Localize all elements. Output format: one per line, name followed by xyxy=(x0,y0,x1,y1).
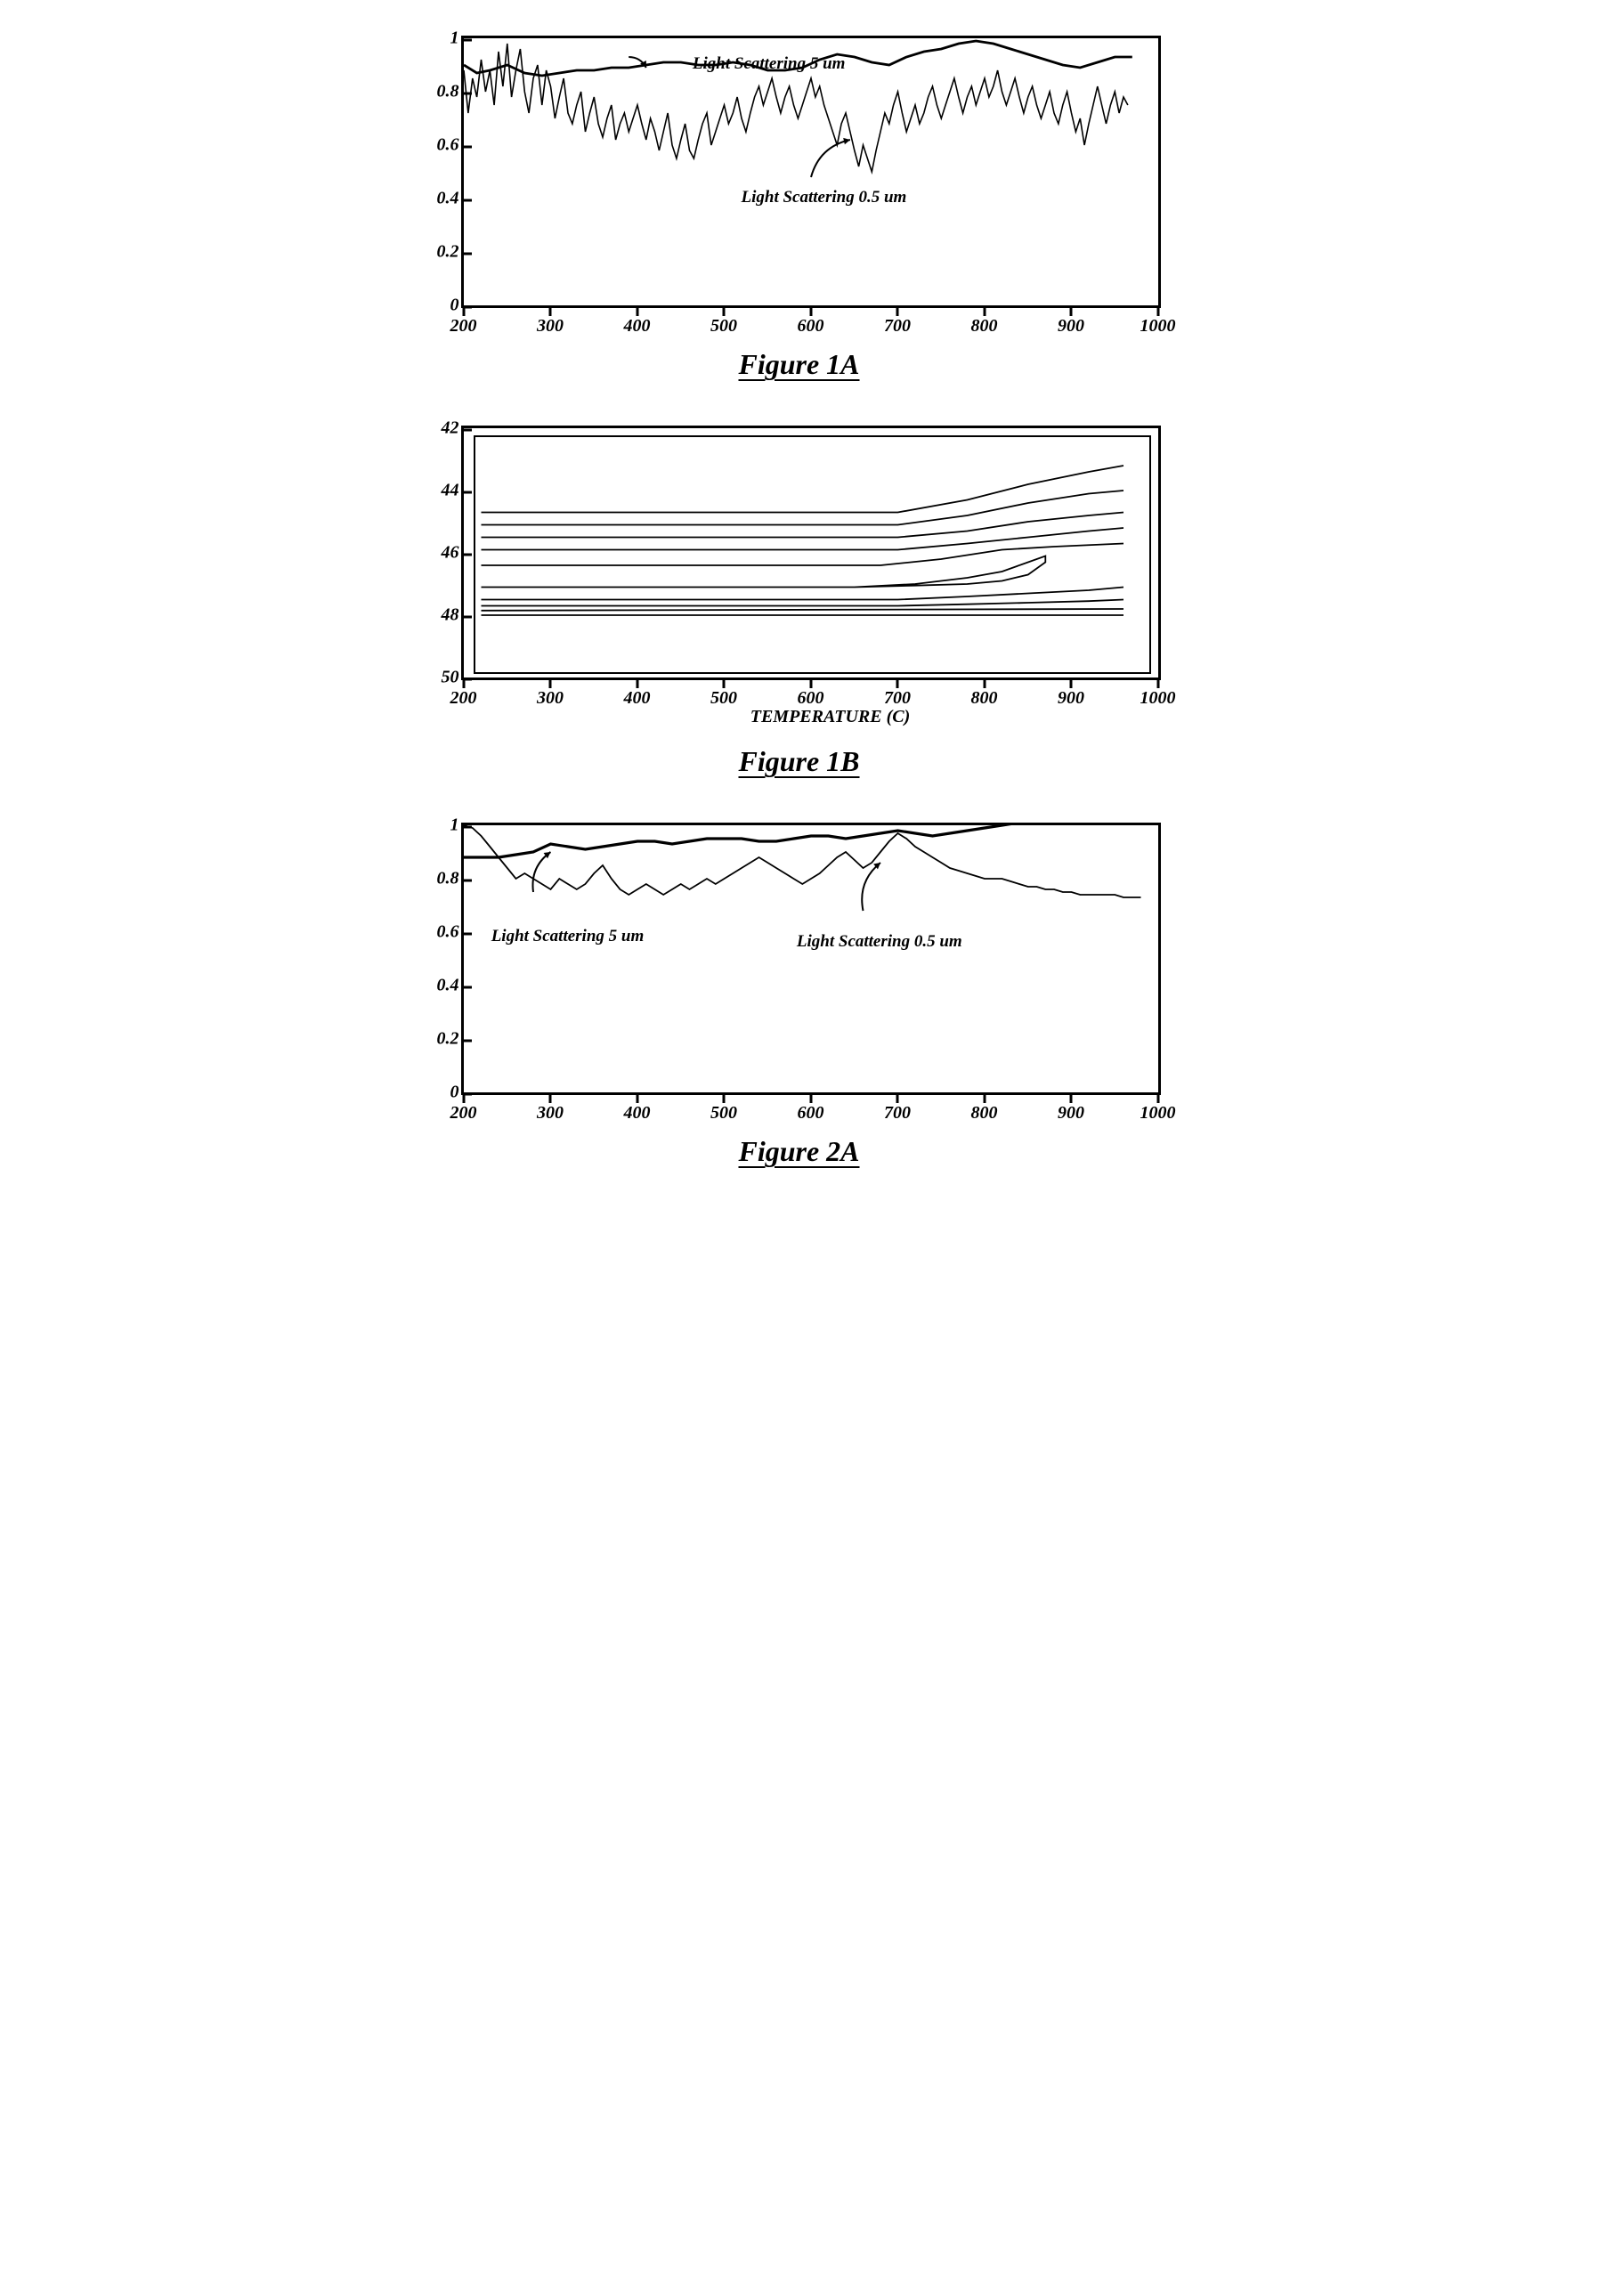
figure-1b-container: Two Thete (deg) 4244464850 2003004005006… xyxy=(399,426,1200,778)
xtick: 900 xyxy=(1058,688,1084,709)
ytick: 0.8 xyxy=(419,869,459,889)
xtick: 700 xyxy=(884,688,911,709)
fig1a-annotation-05um: Light Scattering 0.5 um xyxy=(742,188,907,207)
figure-1a-container: OPTICAL or RES. ( arb. units ) Light Sca… xyxy=(399,36,1200,381)
ytick: 0.6 xyxy=(419,135,459,156)
ytick: 0.4 xyxy=(419,189,459,209)
fig2a-plot-box: Light Scattering 5 um Light Scattering 0… xyxy=(461,823,1161,1095)
ytick: 48 xyxy=(419,605,459,626)
xtick: 300 xyxy=(537,688,564,709)
xtick: 400 xyxy=(624,316,651,337)
fig2a-annotation-05um: Light Scattering 0.5 um xyxy=(797,932,962,952)
ytick: 44 xyxy=(419,481,459,501)
contour-line xyxy=(481,556,1045,588)
xtick: 800 xyxy=(971,1103,998,1124)
fig1b-plot-box: 4244464850 2003004005006007008009001000 xyxy=(461,426,1161,680)
fig1b-title: Figure 1B xyxy=(399,745,1200,778)
xtick: 500 xyxy=(710,1103,737,1124)
fig2a-title: Figure 2A xyxy=(399,1135,1200,1168)
xtick: 600 xyxy=(798,1103,824,1124)
figure-2a-container: OPTICAL or RES. ( arb. units ) Light Sca… xyxy=(399,823,1200,1168)
fig1a-svg xyxy=(464,38,1158,305)
xtick: 800 xyxy=(971,316,998,337)
xtick: 400 xyxy=(624,688,651,709)
contour-line xyxy=(481,491,1123,525)
xtick: 900 xyxy=(1058,1103,1084,1124)
fig1a-plot-box: Light Scattering 5 um Light Scattering 0… xyxy=(461,36,1161,308)
fig1b-xlabel: TEMPERATURE (C) xyxy=(461,707,1200,727)
series-5um xyxy=(464,825,1141,857)
xtick: 1000 xyxy=(1140,316,1176,337)
ytick: 0.6 xyxy=(419,922,459,943)
ytick: 0 xyxy=(419,1083,459,1103)
xtick: 700 xyxy=(884,316,911,337)
xtick: 300 xyxy=(537,1103,564,1124)
xtick: 200 xyxy=(450,316,477,337)
ytick: 0.4 xyxy=(419,976,459,996)
fig1a-annotation-5um: Light Scattering 5 um xyxy=(693,54,846,74)
xtick: 600 xyxy=(798,688,824,709)
xtick: 500 xyxy=(710,688,737,709)
xtick: 200 xyxy=(450,688,477,709)
ytick: 46 xyxy=(419,543,459,564)
xtick: 200 xyxy=(450,1103,477,1124)
xtick: 500 xyxy=(710,316,737,337)
contour-line xyxy=(481,588,1123,600)
xtick: 400 xyxy=(624,1103,651,1124)
fig1a-title: Figure 1A xyxy=(399,348,1200,381)
ytick: 42 xyxy=(419,418,459,439)
ytick: 0.8 xyxy=(419,82,459,102)
xtick: 600 xyxy=(798,316,824,337)
xtick: 700 xyxy=(884,1103,911,1124)
contour-line xyxy=(481,600,1123,606)
ytick: 1 xyxy=(419,815,459,836)
ytick: 1 xyxy=(419,28,459,49)
ytick: 0 xyxy=(419,296,459,316)
fig2a-svg xyxy=(464,825,1158,1092)
xtick: 800 xyxy=(971,688,998,709)
contour-line xyxy=(481,466,1123,513)
contour-line xyxy=(481,609,1123,611)
ytick: 50 xyxy=(419,668,459,688)
fig2a-annotation-5um: Light Scattering 5 um xyxy=(491,927,645,946)
xtick: 300 xyxy=(537,316,564,337)
xtick: 1000 xyxy=(1140,688,1176,709)
xtick: 900 xyxy=(1058,316,1084,337)
ytick: 0.2 xyxy=(419,1029,459,1050)
xtick: 1000 xyxy=(1140,1103,1176,1124)
ytick: 0.2 xyxy=(419,242,459,263)
contour-line xyxy=(481,528,1123,550)
fig1b-svg xyxy=(464,428,1158,677)
